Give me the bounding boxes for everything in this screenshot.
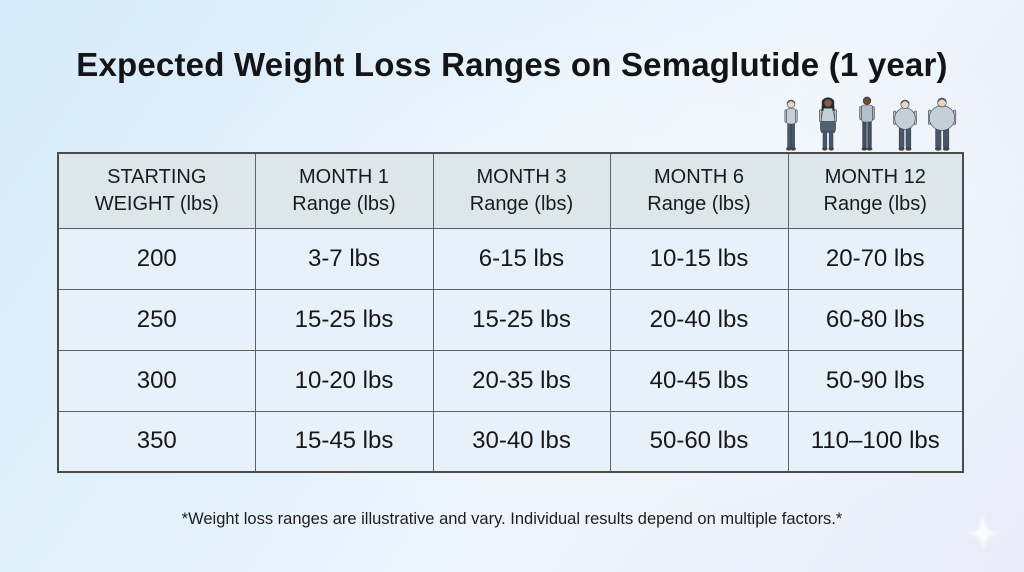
col-header-month-12: MONTH 12 Range (lbs)	[787, 152, 964, 229]
cell-month3-range: 20-35 lbs	[432, 349, 611, 412]
table-row-200: 200 3-7 lbs 6-15 lbs 10-15 lbs 20-70 lbs	[57, 227, 964, 290]
cell-month12-range: 110–100 lbs	[787, 410, 964, 473]
col-header-month-1: MONTH 1 Range (lbs)	[254, 152, 434, 229]
page-title: Expected Weight Loss Ranges on Semagluti…	[76, 46, 948, 83]
cell-starting-weight: 300	[57, 349, 256, 412]
col-header-month-6: MONTH 6 Range (lbs)	[609, 152, 789, 229]
cell-month1-range: 10-20 lbs	[254, 349, 434, 412]
cell-starting-weight: 200	[57, 227, 256, 290]
cell-month6-range: 20-40 lbs	[609, 288, 789, 351]
cell-month3-range: 15-25 lbs	[432, 288, 611, 351]
cell-starting-weight: 350	[57, 410, 256, 473]
header-line: MONTH 6	[654, 165, 744, 188]
person-woman-icon	[819, 97, 837, 151]
header-line: MONTH 3	[476, 165, 567, 188]
weight-progression-figures-icon	[778, 92, 968, 152]
header-line: MONTH 1	[299, 165, 389, 188]
cell-month6-range: 10-15 lbs	[609, 227, 789, 290]
weight-loss-table: STARTING WEIGHT (lbs) MONTH 1 Range (lbs…	[57, 152, 964, 473]
cell-month1-range: 15-45 lbs	[254, 410, 434, 473]
cell-month1-range: 3-7 lbs	[254, 227, 434, 290]
table-row-300: 300 10-20 lbs 20-35 lbs 40-45 lbs 50-90 …	[57, 349, 964, 412]
cell-starting-weight: 250	[57, 288, 256, 351]
table-row-250: 250 15-25 lbs 15-25 lbs 20-40 lbs 60-80 …	[57, 288, 964, 351]
col-header-month-3: MONTH 3 Range (lbs)	[432, 152, 611, 229]
col-header-starting-weight: STARTING WEIGHT (lbs)	[57, 152, 256, 229]
cell-month3-range: 6-15 lbs	[432, 227, 611, 290]
table-row-350: 350 15-45 lbs 30-40 lbs 50-60 lbs 110–10…	[57, 410, 964, 473]
sparkle-icon	[962, 512, 1004, 554]
header-line: STARTING	[107, 165, 207, 188]
cell-month12-range: 20-70 lbs	[787, 227, 964, 290]
header-line: WEIGHT (lbs)	[94, 192, 219, 215]
footnote: *Weight loss ranges are illustrative and…	[181, 510, 843, 528]
person-slim-icon	[784, 99, 798, 151]
cell-month1-range: 15-25 lbs	[254, 288, 434, 351]
header-line: Range (lbs)	[469, 192, 574, 215]
cell-month3-range: 30-40 lbs	[432, 410, 611, 473]
header-line: MONTH 12	[824, 165, 926, 188]
person-heavy-icon	[893, 99, 917, 151]
cell-month6-range: 50-60 lbs	[609, 410, 789, 473]
cell-month12-range: 60-80 lbs	[787, 288, 964, 351]
cell-month6-range: 40-45 lbs	[609, 349, 789, 412]
header-line: Range (lbs)	[823, 192, 927, 215]
person-tall-icon	[859, 96, 875, 151]
cell-month12-range: 50-90 lbs	[787, 349, 964, 412]
table-header-row: STARTING WEIGHT (lbs) MONTH 1 Range (lbs…	[57, 152, 964, 229]
header-line: Range (lbs)	[647, 192, 751, 215]
person-heaviest-icon	[928, 97, 957, 151]
header-line: Range (lbs)	[292, 192, 396, 215]
